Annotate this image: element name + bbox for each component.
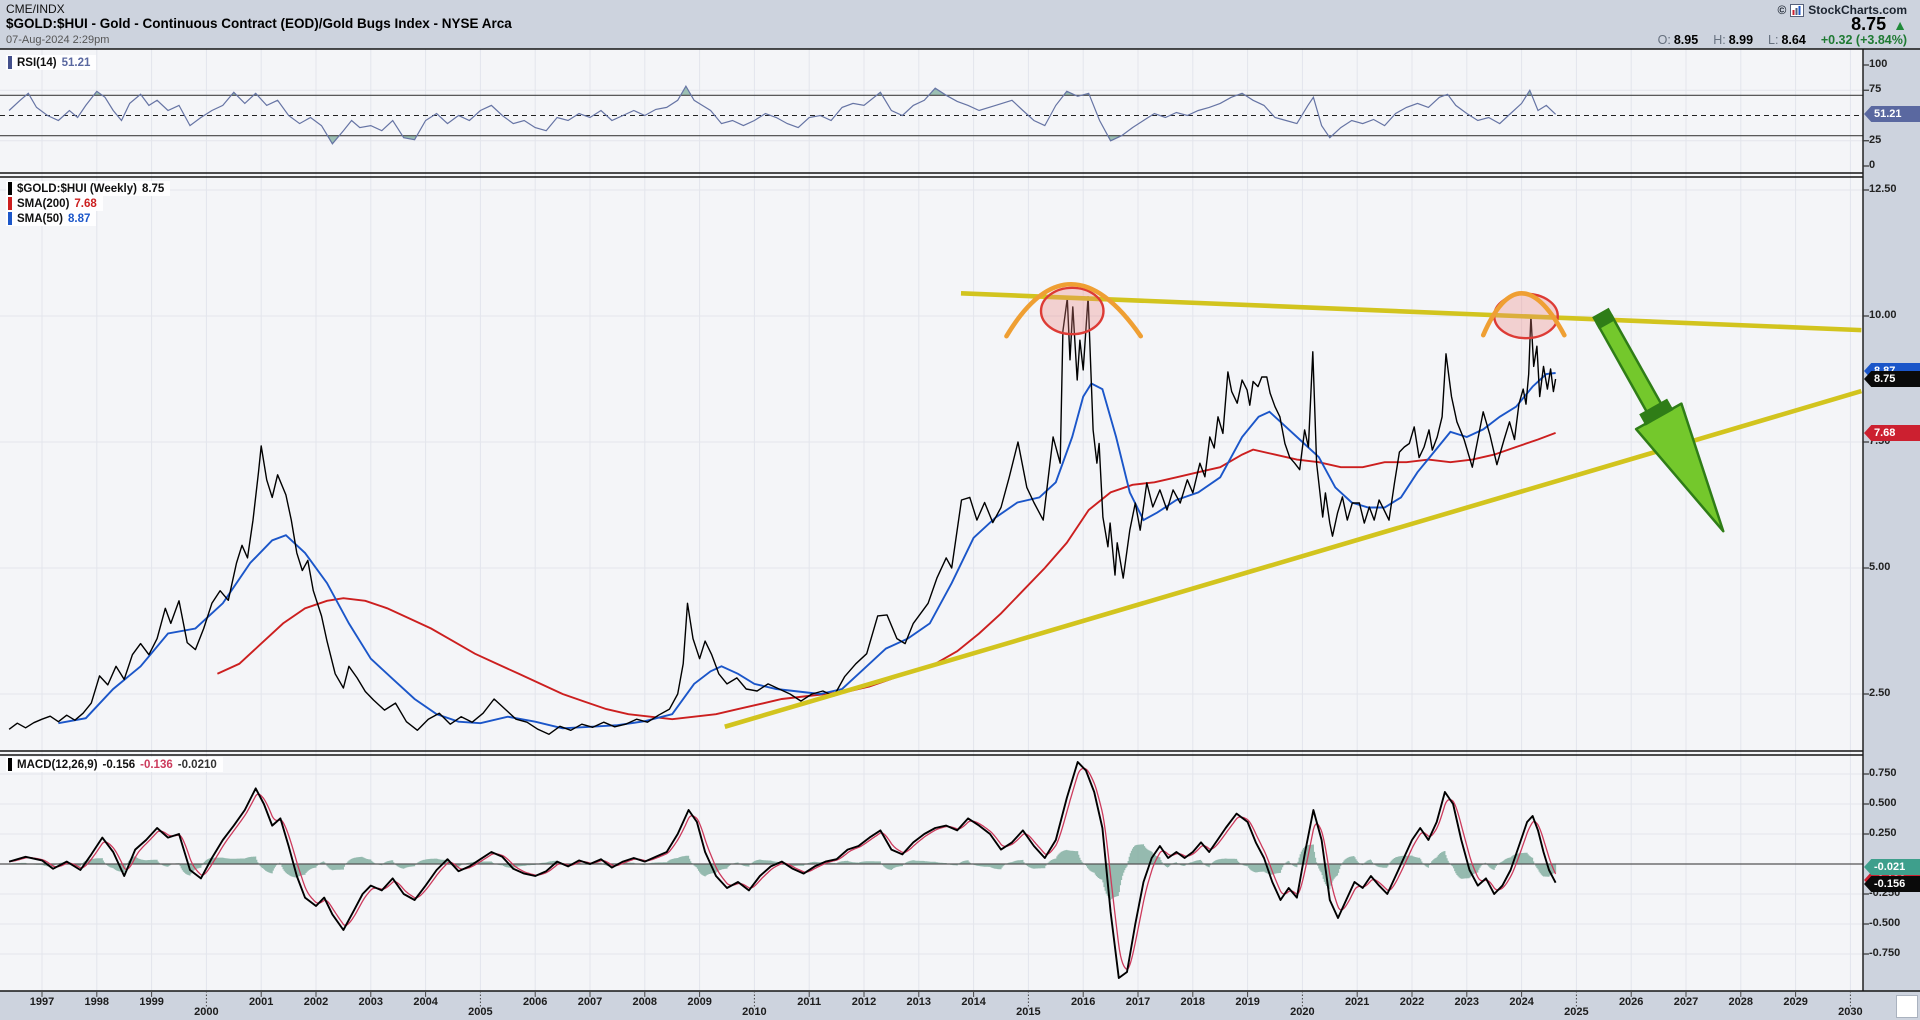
rsi-legend-value: 51.21 [61, 56, 91, 69]
axis-tick-label: 0 [1869, 159, 1876, 171]
sma200-legend-name: SMA(200) [17, 197, 70, 210]
year-axis-label: 1998 [84, 996, 110, 1008]
sma50-legend-name: SMA(50) [17, 212, 64, 225]
rsi-value-badge: 51.21 [1864, 106, 1920, 122]
change-stat: +0.32 (+3.84%) [1820, 33, 1907, 47]
macd-legend-name: MACD(12,26,9) [17, 758, 98, 771]
year-axis-label: 2015 [1016, 1006, 1041, 1018]
year-axis-label: 2023 [1454, 996, 1480, 1008]
year-axis-label: 2000 [194, 1006, 219, 1018]
rsi-legend-name: RSI(14) [17, 56, 57, 69]
axis-tick-label: 75 [1869, 83, 1882, 96]
year-axis-label: 2006 [522, 996, 548, 1008]
axis-tick-label: 5.00 [1869, 561, 1891, 573]
year-axis-label: 2017 [1125, 996, 1151, 1008]
axis-tick-label: 12.50 [1869, 183, 1897, 195]
axis-tick-label: 100 [1869, 58, 1888, 70]
sma50-legend-marker [8, 212, 12, 225]
price-up-arrow-icon: ▲ [1893, 16, 1907, 33]
last-price-row: 8.75 ▲ [1851, 14, 1907, 35]
year-axis-label: 2028 [1728, 996, 1754, 1008]
year-axis-label: 2010 [742, 1006, 767, 1018]
year-axis-label: 2002 [303, 996, 329, 1008]
sma50-legend: SMA(50) 8.87 [6, 211, 97, 226]
axis-tick-label: 0.750 [1869, 767, 1897, 779]
macd-legend-value: -0.156 [102, 758, 136, 771]
sma200-legend-value: 7.68 [74, 197, 97, 210]
year-axis-label: 2030 [1838, 1006, 1863, 1018]
copyright-symbol: © [1777, 3, 1787, 17]
stockcharts-logo-icon [1790, 3, 1805, 17]
last-price-value: 8.75 [1851, 14, 1887, 34]
macd-value-badge: -0.156 [1864, 876, 1920, 892]
macd-legend: MACD(12,26,9) -0.156 -0.136 -0.0210 [6, 757, 223, 772]
price-legend: $GOLD:$HUI (Weekly) 8.75 [6, 181, 171, 196]
year-axis-label: 2022 [1399, 996, 1425, 1008]
year-axis-label: 2019 [1235, 996, 1260, 1008]
year-axis-label: 2003 [358, 996, 384, 1008]
sma50-legend-value: 8.87 [68, 212, 91, 225]
axis-tick-label: 0.250 [1869, 827, 1897, 839]
price-legend-name: $GOLD:$HUI (Weekly) [17, 182, 137, 195]
macd-legend-hist-value: -0.0210 [177, 758, 217, 771]
year-axis-label: 2004 [413, 996, 438, 1008]
year-axis-label: 2025 [1564, 1006, 1589, 1018]
rsi-legend: RSI(14) 51.21 [6, 55, 97, 70]
ohlc-row: O: 8.95 H: 8.99 L: 8.64 +0.32 (+3.84%) [1658, 33, 1907, 47]
year-axis-label: 2008 [632, 996, 658, 1008]
sma200-legend-marker [8, 197, 12, 210]
sma200-legend: SMA(200) 7.68 [6, 196, 103, 211]
price-legend-value: 8.75 [141, 182, 165, 195]
year-axis-label: 2014 [961, 996, 986, 1008]
axis-tick-label: 25 [1869, 133, 1882, 146]
low-stat: L: 8.64 [1768, 33, 1806, 47]
macd-legend-marker [8, 758, 12, 771]
timestamp-label: 07-Aug-2024 2:29pm [6, 34, 110, 46]
last-price-badge: 8.75 [1864, 371, 1920, 387]
year-axis-label: 2018 [1180, 996, 1206, 1008]
sma200-value-badge: 7.68 [1864, 425, 1920, 441]
year-axis-label: 2009 [687, 996, 712, 1008]
year-axis-label: 2021 [1344, 996, 1370, 1008]
axis-tick-label: -0.750 [1869, 947, 1901, 959]
year-axis-label: 2001 [248, 996, 274, 1008]
exchange-label: CME/INDX [6, 2, 65, 16]
high-stat: H: 8.99 [1713, 33, 1754, 47]
price-legend-marker [8, 182, 12, 195]
year-axis-label: 2027 [1673, 996, 1699, 1008]
axis-tick-label: -0.500 [1869, 917, 1901, 929]
axis-tick-label: 0.500 [1869, 797, 1897, 809]
copyright-brand: © StockCharts.com [1777, 3, 1907, 17]
year-axis-label: 2026 [1618, 996, 1644, 1008]
scrollbar-corner[interactable] [1896, 995, 1918, 1018]
year-axis-label: 2016 [1070, 996, 1096, 1008]
macd-legend-signal-value: -0.136 [140, 758, 173, 771]
axis-tick-label: 10.00 [1869, 309, 1897, 321]
year-axis-label: 2007 [577, 996, 603, 1008]
brand-link[interactable]: StockCharts.com [1808, 3, 1907, 17]
axis-tick-label: 2.50 [1869, 687, 1891, 699]
year-axis-label: 2024 [1509, 996, 1534, 1008]
macd-hist-badge: -0.021 [1864, 859, 1920, 875]
year-axis-label: 2012 [851, 996, 877, 1008]
year-axis-label: 1997 [29, 996, 55, 1008]
year-axis-label: 2020 [1290, 1006, 1315, 1018]
page-title: $GOLD:$HUI - Gold - Continuous Contract … [6, 16, 512, 31]
year-axis-label: 2029 [1783, 996, 1808, 1008]
year-axis-label: 2013 [906, 996, 932, 1008]
year-axis-label: 1999 [139, 996, 164, 1008]
rsi-legend-marker [8, 56, 12, 69]
open-stat: O: 8.95 [1657, 33, 1699, 47]
year-axis-label: 2011 [797, 996, 822, 1008]
year-axis-label: 2005 [468, 1006, 493, 1018]
